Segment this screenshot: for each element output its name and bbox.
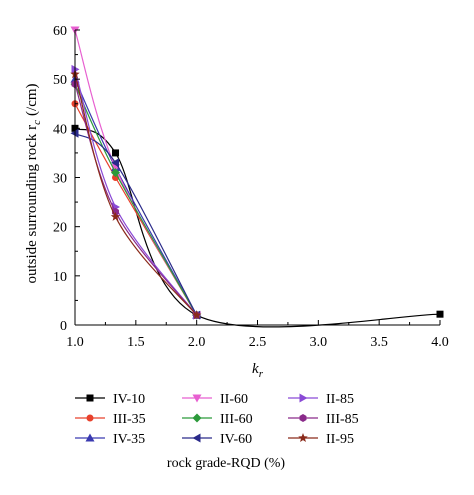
x-tick-label: 1.5 <box>127 335 145 350</box>
legend-item-ii-85: II-85 <box>288 392 354 407</box>
legend-item-iii-85: III-85 <box>288 412 359 427</box>
data-point-ii-95 <box>110 211 121 221</box>
x-tick-label: 4.0 <box>431 335 449 350</box>
legend-marker-ii-95 <box>298 433 308 443</box>
axes-layer: 1.0 1.5 2.0 2.5 3.0 3.5 4.0 0 10 20 30 40 50 60 <box>53 24 449 350</box>
legend-label-iv-10: IV-10 <box>113 392 145 407</box>
y-axis-title-unit: (/cm) <box>24 83 40 115</box>
legend-item-iv-35: IV-35 <box>75 432 145 447</box>
legend-item-iv-10: IV-10 <box>75 392 145 407</box>
legend-item-iii-35: III-35 <box>75 412 146 427</box>
y-tick-label: 20 <box>53 221 67 236</box>
series-line-ii-60 <box>74 29 198 316</box>
legend-item-ii-95: II-95 <box>288 432 354 447</box>
x-tick-label: 2.5 <box>249 335 267 350</box>
data-point-iv-10 <box>112 149 120 157</box>
x-axis-title-main: k <box>252 361 259 377</box>
y-tick-label: 40 <box>53 122 67 137</box>
x-tick-label: 3.5 <box>370 335 388 350</box>
legend-label-ii-60: II-60 <box>220 392 248 407</box>
x-tick-label: 1.0 <box>66 335 84 350</box>
series-ii-85 <box>71 64 202 320</box>
legend-marker-iv-10 <box>86 394 94 402</box>
legend-marker-iv-60 <box>192 433 201 443</box>
legend-item-iv-60: IV-60 <box>182 432 252 447</box>
legend-title: rock grade-RQD (%) <box>167 456 286 471</box>
data-point-ii-95 <box>191 310 202 320</box>
data-point-iv-10 <box>436 310 444 318</box>
y-axis-title-sub: c <box>31 120 43 125</box>
x-axis-title-sub: r <box>259 368 264 380</box>
data-point-iv-60 <box>111 158 120 168</box>
legend-label-ii-95: II-95 <box>326 432 354 447</box>
legend-item-iii-60: III-60 <box>182 412 253 427</box>
y-tick-label: 50 <box>53 73 67 88</box>
legend-label-ii-85: II-85 <box>326 392 354 407</box>
x-tick-label: 3.0 <box>310 335 328 350</box>
x-tick-label: 2.0 <box>188 335 206 350</box>
series-line-iv-10 <box>74 127 441 328</box>
legend: IV-10 III-35 IV-35 II-60 III-60 IV-60 II-85 III… <box>75 392 359 447</box>
series-layer <box>70 26 444 328</box>
y-tick-label: 60 <box>53 24 67 39</box>
legend-marker-iv-35 <box>85 433 95 442</box>
legend-marker-ii-60 <box>192 394 202 403</box>
legend-label-iv-35: IV-35 <box>113 432 145 447</box>
legend-marker-iii-85 <box>299 414 307 422</box>
y-tick-label: 0 <box>60 319 67 334</box>
data-point-iii-60 <box>111 168 121 178</box>
x-axis-title: kr <box>252 361 264 380</box>
legend-label-iii-60: III-60 <box>220 412 253 427</box>
y-axis-title: outside surrounding rock rc (/cm) <box>24 83 43 283</box>
series-iv-10 <box>71 124 444 328</box>
legend-label-iii-35: III-35 <box>113 412 146 427</box>
series-ii-60 <box>70 26 202 320</box>
legend-marker-ii-85 <box>299 393 308 403</box>
series-iv-60 <box>70 128 201 320</box>
series-iii-60 <box>70 79 202 320</box>
y-tick-label: 10 <box>53 270 67 285</box>
series-ii-95 <box>70 69 202 320</box>
legend-item-ii-60: II-60 <box>182 392 248 407</box>
series-line-iv-60 <box>74 132 198 316</box>
legend-label-iii-85: III-85 <box>326 412 359 427</box>
y-tick-label: 30 <box>53 172 67 187</box>
legend-label-iv-60: IV-60 <box>220 432 252 447</box>
y-axis-title-main: outside surrounding rock r <box>24 125 40 284</box>
legend-marker-iii-60 <box>192 413 202 423</box>
legend-marker-iii-35 <box>86 414 94 422</box>
